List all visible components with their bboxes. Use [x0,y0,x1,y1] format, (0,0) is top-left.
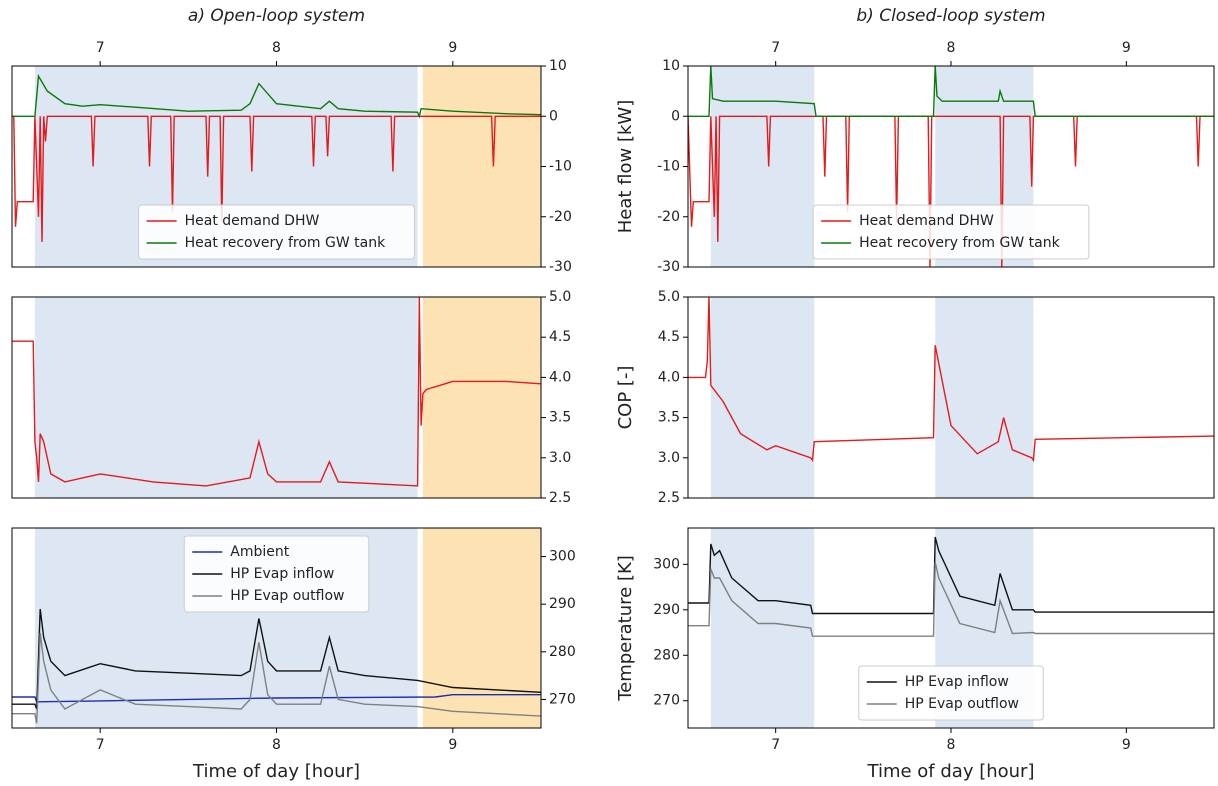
x-tick-label: 8 [947,40,956,56]
y-tick-label: 5.0 [658,289,680,305]
y-tick-label: 4.5 [658,329,680,345]
shaded-span [422,528,541,728]
y-tick-label: 0 [671,108,680,124]
x-tick-label: 7 [771,40,780,56]
data-line [12,297,541,487]
data-line [12,694,541,703]
x-tick-label: 7 [96,737,105,753]
y-tick-label: 290 [549,596,576,612]
y-tick-label: 4.0 [658,369,680,385]
x-tick-label: 7 [771,737,780,753]
data-line [12,608,541,710]
y-tick-label: 3.5 [549,410,571,426]
legend-box [858,665,1044,721]
panel: 270 280 290 300 7 8 9 Time of day [hour] Tempera… [615,527,1215,782]
data-line [12,115,541,242]
y-tick-label: 10 [662,58,680,74]
y-axis-label: Heat flow [kW] [615,100,636,233]
data-line [12,73,541,119]
shaded-span [710,528,815,728]
plot-frame [11,296,542,499]
x-tick-label: 7 [96,40,105,56]
y-tick-label: 280 [653,647,680,663]
y-tick-label: 3.0 [549,450,571,466]
shaded-span [710,66,815,267]
panel: -30 -20 -10 0 10 7 8 9 b) Closed-loop system Heat… [615,6,1215,275]
legend-label: Heat demand DHW [185,213,320,229]
x-tick-label: 8 [272,737,281,753]
y-axis-label: COP [-] [615,366,636,430]
y-tick-label: -20 [657,209,680,225]
shaded-span [935,297,1034,498]
shaded-span [710,297,815,498]
x-tick-label: 8 [947,737,956,753]
x-axis-label: Time of day [hour] [192,761,360,782]
legend-label: HP Evap inflow [230,566,334,582]
legend-label: HP Evap outflow [230,588,344,604]
panel: 2.5 3.0 3.5 4.0 4.5 5.0 COP [-] [615,289,1215,506]
legend-box [812,204,1090,260]
y-tick-label: 3.0 [658,450,680,466]
y-tick-label: 10 [549,58,567,74]
x-tick-label: 9 [1122,40,1131,56]
shaded-span [422,297,541,498]
panel-title: a) Open-loop system [188,6,365,26]
x-tick-label: 9 [448,40,457,56]
y-tick-label: 270 [653,693,680,709]
y-tick-label: 5.0 [549,289,571,305]
y-tick-label: 290 [653,602,680,618]
y-tick-label: 280 [549,644,576,660]
legend-label: Heat recovery from GW tank [185,235,386,251]
data-line [688,297,1214,463]
y-tick-label: -10 [549,159,572,175]
shaded-span [34,297,418,498]
legend-label: HP Evap inflow [905,674,1009,690]
data-line [688,66,1214,117]
data-line [12,632,541,724]
data-line [688,536,1214,615]
legend-label: HP Evap outflow [905,696,1019,712]
y-tick-label: -20 [549,209,572,225]
panel: 2.5 3.0 3.5 4.0 4.5 5.0 [11,289,571,506]
y-tick-label: 3.5 [658,410,680,426]
legend-box [183,535,370,613]
y-tick-label: 0 [549,108,558,124]
y-tick-label: 2.5 [549,490,571,506]
x-axis-label: Time of day [hour] [867,761,1035,782]
data-line [688,561,1214,637]
y-tick-label: 300 [653,556,680,572]
legend-label: Heat recovery from GW tank [859,235,1060,251]
panel-title: b) Closed-loop system [856,6,1045,26]
x-tick-label: 8 [272,40,281,56]
y-tick-label: 4.0 [549,369,571,385]
x-tick-label: 9 [448,737,457,753]
y-tick-label: 4.5 [549,329,571,345]
y-axis-label: Temperature [K] [615,555,636,702]
legend-label: Heat demand DHW [859,213,994,229]
y-tick-label: 270 [549,691,576,707]
y-tick-label: -10 [657,159,680,175]
y-tick-label: -30 [657,259,680,275]
legend-box [138,204,415,260]
x-tick-label: 9 [1122,737,1131,753]
panel: -30 -20 -10 0 10 7 8 9 a) Open-loop system Heat d… [11,6,572,275]
plot-frame [687,296,1215,499]
panel: 270 280 290 300 7 8 9 Time of day [hour] Ambient… [11,527,576,782]
legend-label: Ambient [230,544,289,560]
y-tick-label: 2.5 [658,490,680,506]
shaded-span [422,66,541,267]
y-tick-label: 300 [549,549,576,565]
y-tick-label: -30 [549,259,572,275]
